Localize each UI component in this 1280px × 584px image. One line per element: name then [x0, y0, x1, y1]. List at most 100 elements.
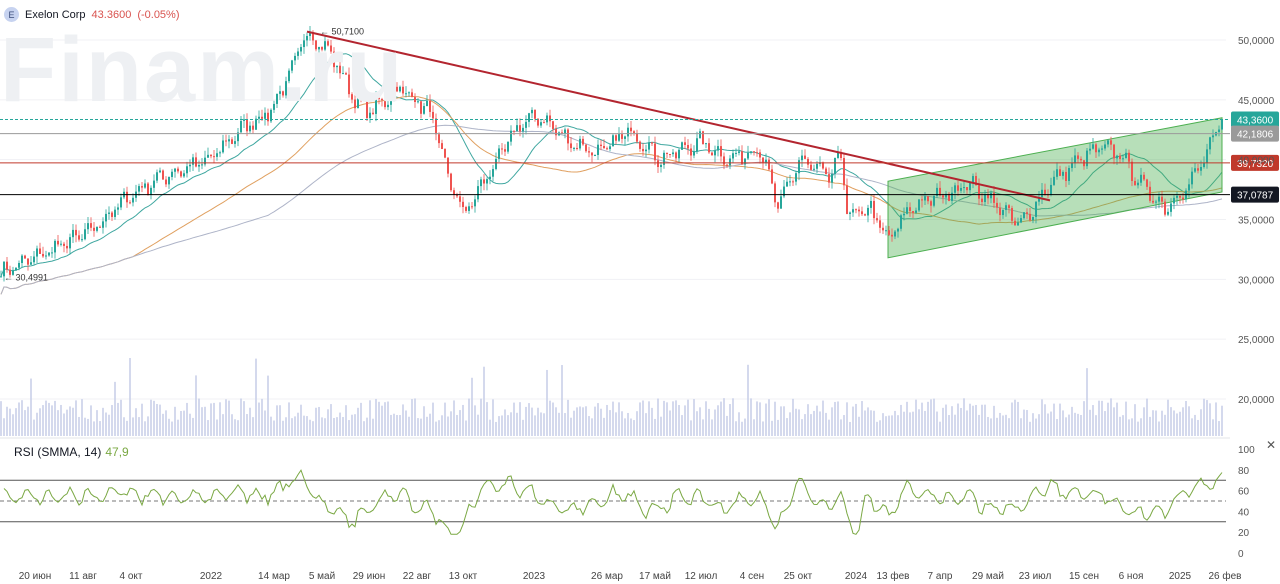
collapse-icon[interactable]: ✕ — [1266, 438, 1277, 452]
candle — [1071, 163, 1073, 169]
candle — [708, 143, 710, 153]
volume-bar — [690, 420, 692, 436]
volume-bar — [1059, 403, 1061, 436]
volume-bar — [573, 410, 575, 436]
candle — [813, 168, 815, 170]
candle — [1128, 152, 1130, 162]
candle — [453, 190, 455, 195]
volume-bar — [156, 404, 158, 436]
candle — [729, 158, 731, 166]
candle — [228, 139, 230, 142]
volume-bar — [1020, 418, 1022, 436]
candle — [858, 209, 860, 212]
volume-bar — [273, 420, 275, 436]
candles — [0, 25, 1223, 282]
volume-bar — [921, 402, 923, 436]
volume-bar — [564, 413, 566, 436]
candle — [1119, 155, 1121, 159]
candle — [888, 230, 890, 235]
volume-bar — [1023, 409, 1025, 436]
volume-bar — [504, 409, 506, 436]
candle — [1065, 171, 1067, 181]
candle — [195, 157, 197, 167]
candle — [663, 152, 665, 165]
candle — [39, 248, 41, 254]
volume-bar — [1074, 412, 1076, 436]
candle — [924, 196, 926, 201]
volume-bar — [888, 415, 890, 436]
volume-bar — [612, 401, 614, 436]
candle — [1146, 179, 1148, 187]
volume-bar — [678, 405, 680, 436]
candle — [531, 109, 533, 114]
volume-bar — [534, 415, 536, 436]
candle — [279, 91, 281, 94]
candle — [450, 173, 452, 191]
volume-bar — [36, 412, 38, 436]
candle — [1179, 195, 1181, 198]
x-tick-label: 22 авг — [403, 571, 432, 582]
volume-bar — [945, 404, 947, 436]
volume-bar — [1191, 418, 1193, 436]
candle — [87, 223, 89, 230]
volume-bar — [1032, 413, 1034, 436]
candle — [639, 141, 641, 149]
rsi-label[interactable]: RSI (SMMA, 14) — [14, 445, 102, 459]
volume-bar — [18, 402, 20, 436]
candle — [816, 163, 818, 169]
volume-bar — [444, 402, 446, 436]
y-tick-label: 25,0000 — [1238, 335, 1275, 346]
volume-bar — [1068, 414, 1070, 436]
volume-bar — [750, 398, 752, 436]
volume-bar — [717, 405, 719, 436]
volume-bar — [468, 398, 470, 436]
candle — [978, 185, 980, 199]
candle — [180, 171, 182, 177]
volume-bar — [669, 410, 671, 436]
volume-bar — [234, 419, 236, 436]
candle — [1149, 186, 1151, 201]
candle — [1134, 180, 1136, 186]
volume-bar — [159, 404, 161, 436]
candle — [384, 100, 386, 108]
volume-bar — [639, 402, 641, 436]
volume-bar — [1116, 402, 1118, 436]
candle — [948, 193, 950, 201]
volume-bar — [1017, 401, 1019, 436]
volume-bar — [498, 416, 500, 436]
volume-bar — [1185, 401, 1187, 436]
ticker-name[interactable]: Exelon Corp — [25, 8, 86, 21]
volume-bar — [1197, 419, 1199, 436]
candle — [372, 112, 374, 114]
candle — [738, 151, 740, 153]
last-price: 43.3600 — [91, 8, 132, 21]
candle — [624, 136, 626, 139]
volume-bar — [672, 401, 674, 436]
candle — [264, 112, 266, 119]
ticker-logo: E — [4, 7, 19, 22]
volume-bar — [681, 415, 683, 436]
volume-bar — [1164, 414, 1166, 436]
volume-bar — [459, 410, 461, 436]
volume-bar — [795, 408, 797, 436]
candle — [969, 182, 971, 191]
candle — [267, 112, 269, 122]
level-label: 42,1806 — [1237, 130, 1274, 141]
candle — [84, 229, 86, 240]
candle — [843, 158, 845, 186]
volume-bar — [144, 421, 146, 436]
volume-bar — [300, 404, 302, 436]
level-badge — [1231, 186, 1279, 203]
volume-bar — [462, 404, 464, 436]
candle — [285, 81, 287, 96]
candle — [315, 40, 317, 50]
volume-bar — [306, 416, 308, 436]
candle — [507, 141, 509, 152]
candle — [573, 147, 575, 149]
volume-bar — [195, 375, 197, 436]
volume-bar — [1128, 419, 1130, 436]
volume-bar — [72, 407, 74, 436]
candle — [1080, 158, 1082, 161]
volume-bar — [171, 421, 173, 436]
